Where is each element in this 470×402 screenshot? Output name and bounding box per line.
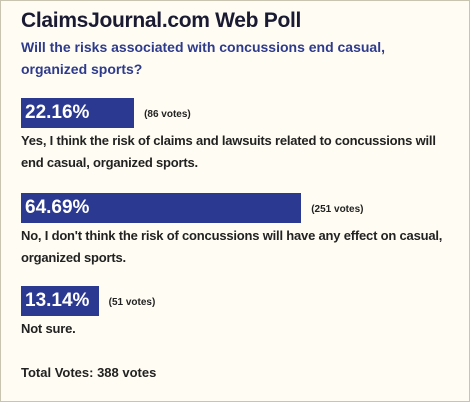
vote-count: (251 votes) (311, 204, 364, 215)
bar: 13.14% (21, 286, 99, 316)
answer-text: Yes, I think the risk of claims and laws… (21, 133, 436, 170)
bar: 22.16% (21, 98, 135, 128)
answer-text: No, I don't think the risk of concussion… (21, 228, 443, 265)
answer-text: Not sure. (21, 321, 76, 336)
vote-count: (51 votes) (108, 297, 156, 308)
total-votes: Total Votes: 388 votes (21, 365, 157, 380)
bar: 64.69% (21, 193, 302, 223)
poll-title: ClaimsJournal.com Web Poll (21, 9, 302, 32)
vote-count: (86 votes) (144, 109, 191, 120)
poll-question: Will the risks associated with concussio… (21, 39, 385, 77)
